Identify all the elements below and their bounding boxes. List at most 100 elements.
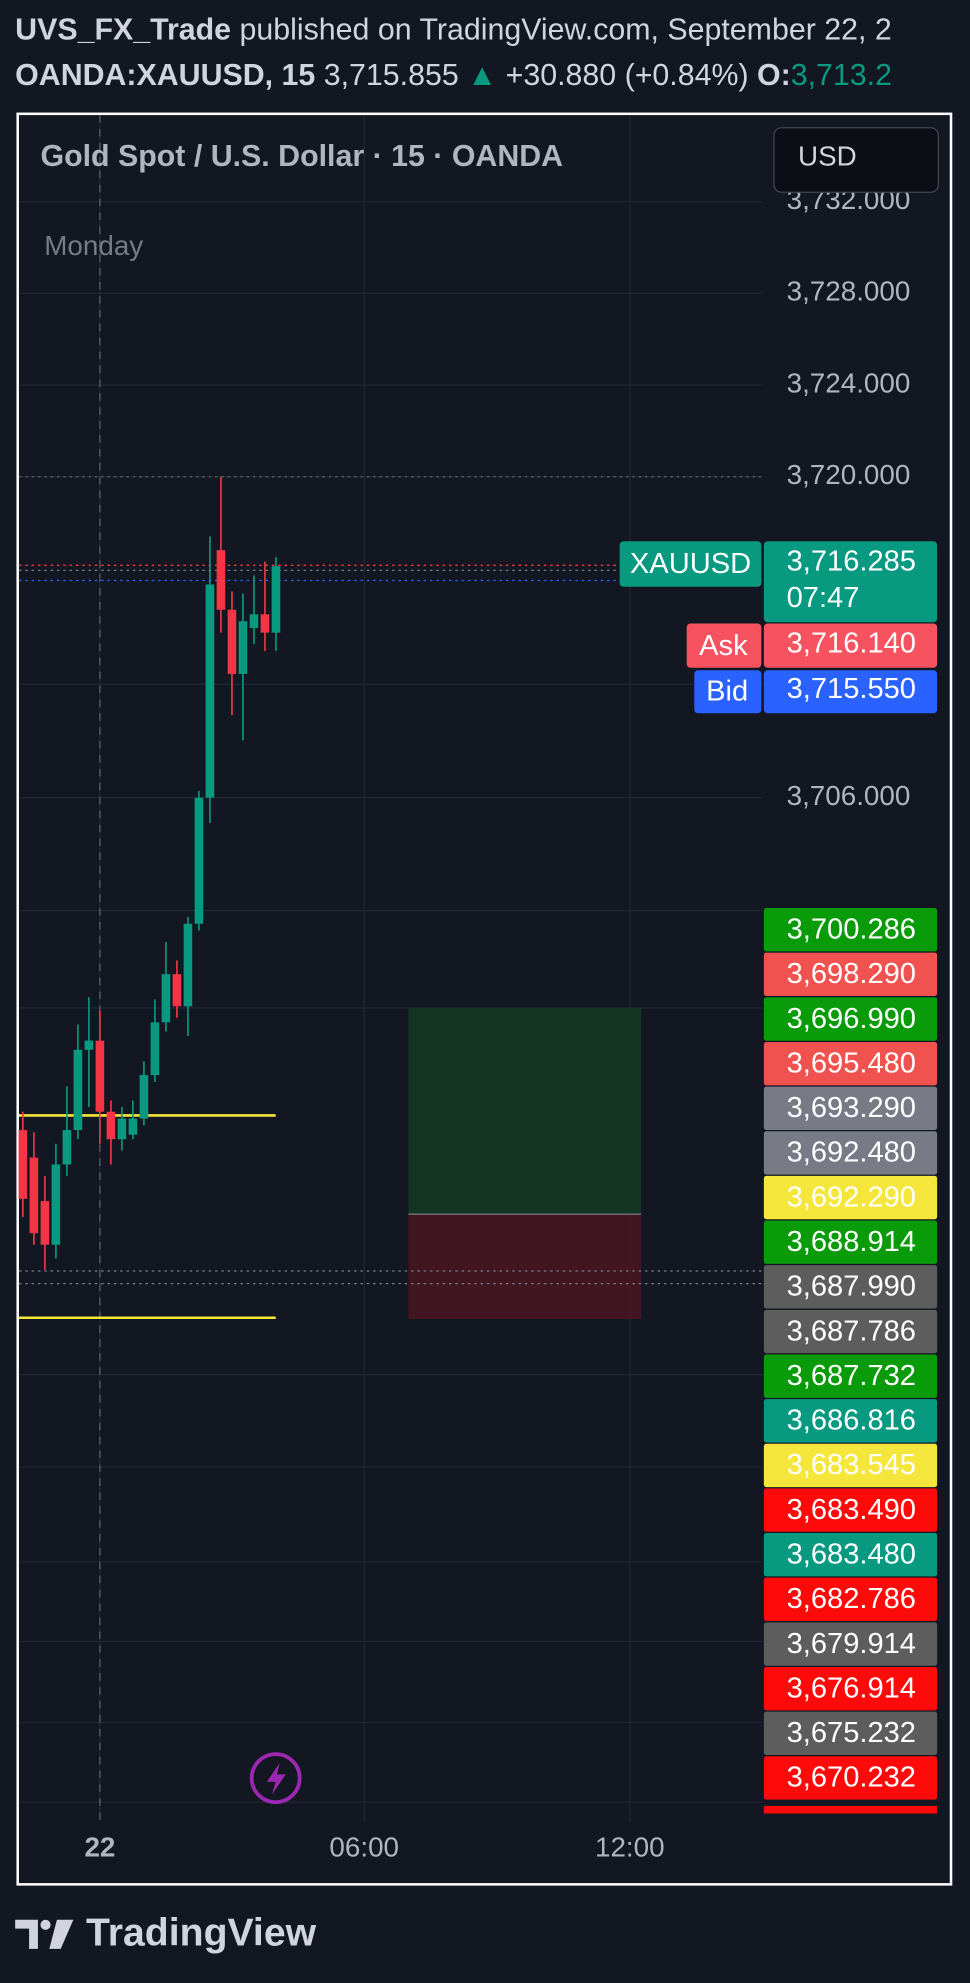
- symbol-tag-name: XAUUSD: [630, 548, 751, 580]
- change: +30.880 (+0.84%): [506, 59, 749, 92]
- price-tick-label: 3,706.000: [787, 780, 911, 811]
- candle-body: [139, 1075, 149, 1119]
- level-price: 3,698.290: [787, 958, 916, 990]
- level-price: 3,700.286: [787, 913, 916, 945]
- bid-tag: [694, 670, 762, 714]
- level-tag: [763, 1711, 938, 1755]
- level-price: 3,687.732: [787, 1360, 916, 1392]
- candle-body: [205, 584, 215, 798]
- level-tag-partial: [763, 1805, 938, 1814]
- candle-body: [260, 614, 270, 633]
- currency-box[interactable]: [773, 127, 940, 193]
- level-tag: [763, 1577, 938, 1622]
- candle-body: [117, 1118, 127, 1140]
- lightning-icon[interactable]: [266, 1762, 286, 1795]
- ask-price-tag: [763, 623, 938, 668]
- level-tag: [763, 1131, 938, 1175]
- candle-body: [216, 550, 226, 610]
- level-tag: [763, 1265, 938, 1309]
- level-price: 3,696.990: [787, 1003, 916, 1035]
- candle-body: [238, 621, 248, 674]
- level-price: 3,676.914: [787, 1672, 916, 1704]
- level-tag: [763, 1443, 938, 1488]
- level-tag: [763, 1399, 938, 1443]
- level-tag: [763, 1488, 938, 1532]
- price-levels: 3,700.286 3,698.290 3,696.990 3,695.480 3,69…: [763, 908, 938, 1800]
- time-tick-label: 06:00: [329, 1831, 399, 1862]
- level-tag: [763, 952, 938, 997]
- level-price: 3,692.480: [787, 1137, 916, 1169]
- published: published on TradingView.com, September …: [239, 14, 891, 47]
- level-price: 3,670.232: [787, 1762, 916, 1794]
- last-price: 3,715.855: [324, 59, 459, 92]
- profit-zone: [408, 1007, 642, 1215]
- level-tag: [763, 1175, 938, 1220]
- level-price: 3,688.914: [787, 1226, 916, 1258]
- candle-body: [73, 1049, 83, 1131]
- price-tag-price: 3,716.285: [787, 545, 916, 577]
- candle-body: [51, 1164, 61, 1245]
- brand-logo: [15, 1919, 74, 1949]
- level-tag: [763, 908, 938, 952]
- level-price: 3,683.480: [787, 1538, 916, 1570]
- bid-price-tag: [763, 670, 938, 714]
- level-price: 3,682.786: [787, 1583, 916, 1615]
- price-tick-label: 3,728.000: [787, 276, 911, 307]
- level-tag: [763, 1622, 938, 1666]
- candle-body: [194, 797, 204, 924]
- symbol-tag: [619, 541, 762, 587]
- candle-body: [62, 1130, 72, 1165]
- level-tag: [763, 1220, 938, 1264]
- level-tag: [763, 1666, 938, 1711]
- session-label: Monday: [44, 230, 143, 261]
- currency[interactable]: USD: [798, 140, 857, 171]
- level-tag: [763, 1086, 938, 1130]
- candle-body: [271, 566, 281, 633]
- candle-body: [29, 1157, 39, 1234]
- level-price: 3,683.545: [787, 1449, 916, 1481]
- header-line: UVS_FX_Trade published on TradingView.co…: [15, 14, 892, 47]
- level-price: 3,686.816: [787, 1405, 916, 1437]
- candle-body: [150, 1022, 160, 1076]
- ask-tag: [686, 623, 762, 668]
- ask-price: 3,716.140: [787, 628, 916, 660]
- level-price: 3,683.490: [787, 1494, 916, 1526]
- level-price: 3,687.990: [787, 1271, 916, 1303]
- level-tag: [763, 1756, 938, 1800]
- up-arrow: ▲: [467, 59, 497, 92]
- level-price: 3,687.786: [787, 1315, 916, 1347]
- level-price: 3,679.914: [787, 1628, 916, 1660]
- bid-price: 3,715.550: [787, 673, 916, 705]
- ask-name: Ask: [699, 630, 748, 662]
- replay-button[interactable]: [249, 1752, 302, 1805]
- level-price: 3,693.290: [787, 1092, 916, 1124]
- level-tag: [763, 1041, 938, 1086]
- time-tick-label: 22: [84, 1831, 115, 1862]
- candle-body: [18, 1130, 28, 1199]
- candle-body: [106, 1111, 116, 1140]
- open-label: O:: [757, 59, 791, 92]
- level-price: 3,675.232: [787, 1717, 916, 1749]
- candles: [18, 476, 281, 1270]
- symbol: OANDA:XAUUSD, 15: [15, 59, 315, 92]
- price-tick-label: 3,724.000: [787, 367, 911, 398]
- candle-body: [172, 974, 182, 1007]
- bid-name: Bid: [706, 676, 748, 708]
- price-tag: [763, 541, 938, 623]
- price-tag-countdown: 07:47: [787, 582, 860, 614]
- candle-body: [183, 923, 193, 1007]
- candle-body: [249, 614, 259, 629]
- candle-body: [95, 1040, 105, 1112]
- quote-line: OANDA:XAUUSD, 15 3,715.855 ▲ +30.880 (+0…: [15, 59, 892, 92]
- open-price: 3,713.2: [791, 59, 892, 92]
- candle-body: [227, 609, 237, 674]
- loss-zone: [408, 1214, 642, 1320]
- level-tag: [763, 1354, 938, 1398]
- price-tick-label: 3,720.000: [787, 459, 911, 490]
- level-tag: [763, 1533, 938, 1577]
- candle-body: [161, 974, 171, 1023]
- author: UVS_FX_Trade: [15, 14, 231, 47]
- candle-body: [128, 1118, 138, 1135]
